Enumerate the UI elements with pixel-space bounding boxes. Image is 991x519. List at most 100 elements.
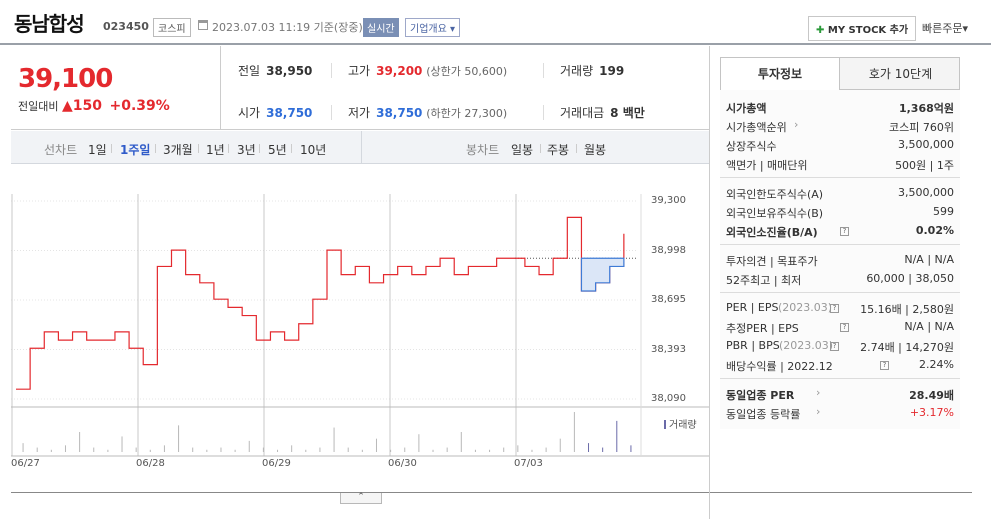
info-value: 2.24% bbox=[919, 358, 954, 371]
info-value: +3.17% bbox=[909, 406, 954, 419]
info-value: 코스피 760위 bbox=[889, 121, 954, 134]
open-price: 시가 38,750 bbox=[238, 106, 313, 120]
price-stats: 전일 38,950 고가 39,200 (상한가 50,600) 거래량 199 시가… bbox=[221, 46, 709, 130]
price-summary: 39,100 전일대비 ▲150 +0.39% bbox=[11, 46, 221, 130]
info-label: 배당수익률 | 2022.12 bbox=[726, 360, 833, 373]
help-icon[interactable]: ? bbox=[840, 323, 849, 332]
period-3y[interactable]: 3년 bbox=[237, 143, 256, 157]
info-label-date: (2023.03) bbox=[779, 339, 834, 352]
line-chart-label: 선차트 bbox=[44, 143, 78, 157]
divider bbox=[543, 105, 544, 120]
info-label: 52주최고 | 최저 bbox=[726, 274, 802, 287]
info-row: 액면가 | 매매단위 500원 | 1주 bbox=[720, 155, 960, 173]
period-1d[interactable]: 1일 bbox=[88, 143, 107, 157]
tab-investment-info[interactable]: 투자정보 bbox=[721, 58, 840, 90]
help-icon[interactable]: ? bbox=[880, 361, 889, 370]
chart-toolbar: 선차트 1일 1주일 3개월 1년 3년 5년 10년 봉차트 일봉 주봉 월봉 bbox=[11, 131, 709, 164]
divider bbox=[111, 144, 112, 153]
info-row: 배당수익률 | 2022.12? 2.24% bbox=[720, 356, 960, 374]
info-label: 외국인한도주식수(A) bbox=[726, 188, 824, 201]
info-label: 시가총액순위 bbox=[726, 121, 787, 134]
divider bbox=[543, 63, 544, 78]
chevron-right-icon: › bbox=[794, 118, 799, 131]
divider bbox=[720, 177, 960, 178]
info-value: 60,000 | 38,050 bbox=[866, 272, 954, 285]
info-label: 상장주식수 bbox=[726, 140, 777, 153]
help-icon[interactable]: ? bbox=[830, 342, 839, 351]
price-line bbox=[16, 216, 625, 390]
info-label: 추정PER | EPS bbox=[726, 322, 799, 335]
info-value: 28.49배 bbox=[909, 389, 954, 402]
candle-monthly[interactable]: 월봉 bbox=[584, 143, 607, 157]
divider bbox=[291, 144, 292, 153]
info-value: 2.74배 | 14,270원 bbox=[860, 341, 954, 354]
collapse-chevron-up-icon[interactable]: ⌃ bbox=[340, 493, 382, 504]
info-label: PER | EPS bbox=[726, 301, 779, 314]
info-row: 외국인소진율(B/A)? 0.02% bbox=[720, 222, 960, 240]
info-label: 동일업종 등락률 bbox=[726, 408, 801, 421]
period-5y[interactable]: 5년 bbox=[268, 143, 287, 157]
info-row[interactable]: 시가총액순위 › 코스피 760위 bbox=[720, 117, 960, 135]
quick-order-button[interactable]: 빠른주문▾ bbox=[922, 22, 969, 35]
tab-orderbook[interactable]: 호가 10단계 bbox=[868, 67, 933, 81]
x-tick-label: 06/27 bbox=[11, 458, 40, 469]
info-row[interactable]: 동일업종 PER › 28.49배 bbox=[720, 385, 960, 403]
y-tick-label: 38,393 bbox=[651, 344, 686, 355]
day-low: 저가 38,750 (하한가 27,300) bbox=[348, 106, 508, 120]
change-percent: +0.39% bbox=[109, 98, 170, 114]
info-value: 500원 | 1주 bbox=[895, 159, 954, 172]
info-value: 0.02% bbox=[915, 224, 954, 237]
info-label: 시가총액 bbox=[726, 102, 767, 115]
day-high: 고가 39,200 (상한가 50,600) bbox=[348, 64, 508, 78]
price-chart[interactable]: 39,300 38,998 38,695 38,393 38,090 거래량 0… bbox=[11, 164, 709, 492]
info-row: PER | EPS (2023.03)? 15.16배 | 2,580원 bbox=[720, 299, 960, 317]
divider bbox=[720, 292, 960, 293]
info-value: 3,500,000 bbox=[898, 186, 954, 199]
divider bbox=[361, 131, 362, 164]
realtime-badge[interactable]: 실시간 bbox=[363, 18, 399, 37]
divider bbox=[720, 244, 960, 245]
price-change: 전일대비 ▲150 +0.39% bbox=[18, 98, 170, 114]
stock-code: 023450 bbox=[103, 20, 149, 33]
period-1w[interactable]: 1주일 bbox=[120, 143, 151, 157]
x-tick-label: 06/30 bbox=[388, 458, 417, 469]
y-tick-label: 38,695 bbox=[651, 294, 686, 305]
my-stock-add-button[interactable]: ✚ MY STOCK 추가 bbox=[808, 16, 917, 41]
info-value: N/A | N/A bbox=[904, 253, 954, 266]
info-row: PBR | BPS (2023.03)? 2.74배 | 14,270원 bbox=[720, 337, 960, 355]
divider bbox=[331, 105, 332, 120]
timestamp: 2023.07.03 11:19 기준(장중) bbox=[212, 21, 363, 34]
change-amount: ▲150 bbox=[61, 98, 102, 114]
divider bbox=[709, 46, 710, 519]
info-value: 1,368억원 bbox=[898, 102, 954, 115]
divider bbox=[198, 144, 199, 153]
divider bbox=[331, 63, 332, 78]
candle-weekly[interactable]: 주봉 bbox=[547, 143, 570, 157]
plus-icon: ✚ bbox=[816, 25, 825, 36]
x-tick-label: 06/29 bbox=[262, 458, 291, 469]
info-row: 외국인보유주식수(B) 599 bbox=[720, 203, 960, 221]
divider bbox=[259, 144, 260, 153]
info-value: 15.16배 | 2,580원 bbox=[860, 303, 954, 316]
calendar-icon bbox=[198, 20, 208, 30]
info-row[interactable]: 동일업종 등락률 › +3.17% bbox=[720, 404, 960, 422]
chevron-down-icon: ▾ bbox=[962, 22, 969, 35]
y-tick-label: 38,090 bbox=[651, 393, 686, 404]
divider bbox=[228, 144, 229, 153]
help-icon[interactable]: ? bbox=[840, 227, 849, 236]
candle-daily[interactable]: 일봉 bbox=[511, 143, 534, 157]
company-overview-dropdown[interactable]: 기업개요 ▾ bbox=[405, 18, 461, 37]
period-10y[interactable]: 10년 bbox=[300, 143, 327, 157]
trade-amount: 거래대금 8 백만 bbox=[560, 106, 645, 120]
chevron-right-icon: › bbox=[816, 405, 821, 418]
divider bbox=[11, 492, 972, 493]
y-tick-label: 39,300 bbox=[651, 195, 686, 206]
help-icon[interactable]: ? bbox=[830, 304, 839, 313]
x-tick-label: 06/28 bbox=[136, 458, 165, 469]
info-label: 투자의견 | 목표주가 bbox=[726, 255, 818, 268]
below-reference-area bbox=[580, 257, 625, 292]
market-badge: 코스피 bbox=[153, 18, 191, 37]
period-3m[interactable]: 3개월 bbox=[163, 143, 193, 157]
stock-name[interactable]: 동남합성 bbox=[14, 12, 85, 36]
period-1y[interactable]: 1년 bbox=[206, 143, 225, 157]
